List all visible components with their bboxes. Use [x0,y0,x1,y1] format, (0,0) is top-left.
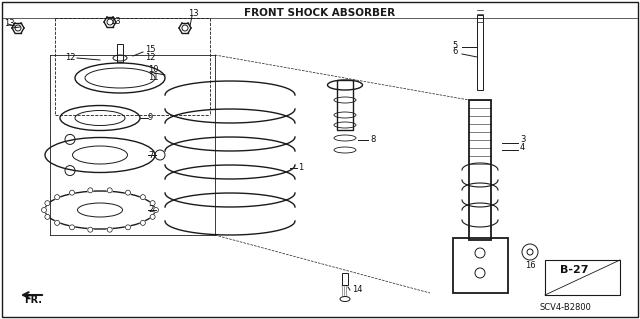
Circle shape [140,220,145,225]
Bar [545,260,620,295]
Text: 13: 13 [188,10,198,19]
Text: 15: 15 [145,46,156,55]
Circle shape [125,225,131,230]
Circle shape [125,190,131,195]
Text: 5: 5 [452,41,457,49]
Circle shape [45,201,50,206]
Circle shape [45,214,50,219]
Text: 11: 11 [148,73,159,83]
Text: 4: 4 [520,144,525,152]
Circle shape [70,225,74,230]
Text: 14: 14 [352,286,362,294]
Text: FR.: FR. [24,295,42,305]
Bar [337,80,353,130]
Bar [117,44,123,62]
Circle shape [88,227,93,232]
Circle shape [150,214,155,219]
Bar [477,15,483,90]
Text: 8: 8 [370,136,376,145]
Text: 13: 13 [4,19,15,27]
Text: FRONT SHOCK ABSORBER: FRONT SHOCK ABSORBER [244,8,396,18]
Text: 12: 12 [65,54,76,63]
Text: 16: 16 [525,262,535,271]
Circle shape [54,220,60,225]
Text: 2: 2 [148,205,153,214]
Text: 13: 13 [110,18,120,26]
Text: 1: 1 [298,164,303,173]
Circle shape [154,207,159,212]
Circle shape [108,227,112,232]
Text: 7: 7 [148,151,154,160]
Text: B-27: B-27 [560,265,589,275]
Circle shape [140,195,145,200]
Text: 9: 9 [148,114,153,122]
Circle shape [54,195,60,200]
Text: 10: 10 [148,65,159,75]
Circle shape [42,207,47,212]
Text: 12: 12 [145,54,156,63]
Circle shape [70,190,74,195]
Circle shape [108,188,112,193]
Circle shape [150,201,155,206]
Text: SCV4-B2800: SCV4-B2800 [540,303,592,313]
Text: 3: 3 [520,136,525,145]
Bar [452,238,508,293]
Bar [342,273,348,285]
Text: 6: 6 [452,48,458,56]
Bar [469,100,491,240]
Circle shape [88,188,93,193]
